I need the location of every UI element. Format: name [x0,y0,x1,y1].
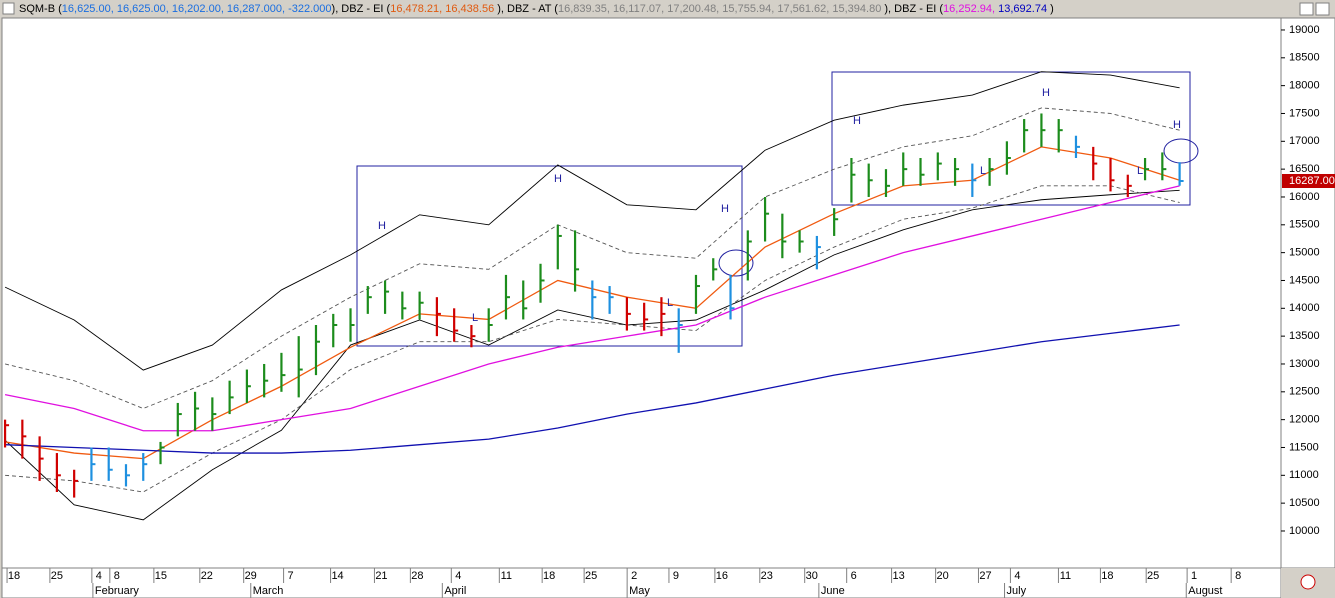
marker-circle [718,249,754,277]
x-tick-label: 4 [96,570,102,582]
title-bar [0,0,1335,18]
x-tick-label: 20 [937,570,949,582]
x-tick-label: 8 [114,570,120,582]
annotation: L [1137,165,1143,177]
y-tick-label: 13500 [1289,330,1320,342]
y-tick-label: 16000 [1289,191,1320,203]
y-tick-label: 14000 [1289,302,1320,314]
annotation: H [853,115,861,127]
indicator-line [4,185,1180,432]
y-tick-label: 18500 [1289,52,1320,64]
title-part: 16,839.35, 16,117.07, 17,200.48, 15,755.… [558,3,884,15]
annotation: L [980,165,986,177]
window-icon [2,2,15,15]
x-tick-label: 13 [892,570,904,582]
y-tick-label: 12500 [1289,386,1320,398]
x-tick-label: 28 [411,570,423,582]
x-tick-label: 1 [1191,570,1197,582]
y-tick-label: 15500 [1289,219,1320,231]
month-label: June [821,585,845,597]
x-tick-label: 21 [375,570,387,582]
x-tick-label: 29 [245,570,257,582]
title-part: 16,478.21, 16,438.56 [390,3,497,15]
range-box [831,71,1191,206]
y-tick-label: 17500 [1289,107,1320,119]
x-tick-label: 16 [716,570,728,582]
annotation: H [1042,87,1050,99]
plot-area [1,17,1282,569]
y-tick-label: 18000 [1289,80,1320,92]
indicator-line [5,185,1180,493]
last-price-box [1282,173,1335,188]
x-tick-label: 7 [288,570,294,582]
annotation: L [667,297,673,309]
x-tick-label: 2 [631,570,637,582]
y-axis [1280,17,1335,569]
y-tick-label: 13000 [1289,358,1320,370]
x-tick-label: 23 [761,570,773,582]
month-label: February [95,585,140,597]
title-part: ), DBZ - AT ( [497,3,558,15]
x-tick-label: 18 [8,570,20,582]
x-tick-label: 18 [543,570,555,582]
x-tick-label: 9 [673,570,679,582]
title-part: ), DBZ - EI ( [332,3,391,15]
y-tick-label: 12000 [1289,414,1320,426]
x-tick-label: 4 [455,570,461,582]
title-part: ), DBZ - EI ( [884,3,943,15]
indicator-line [4,71,1180,371]
title-part: ) [1050,3,1054,15]
y-tick-label: 17000 [1289,135,1320,147]
y-tick-label: 10000 [1289,525,1320,537]
month-label: August [1188,585,1222,597]
y-tick-label: 19000 [1289,24,1320,36]
x-tick-label: 11 [1060,570,1071,582]
x-tick-label: 25 [51,570,63,582]
annotation: L [472,312,478,324]
annotation: H [721,203,729,215]
month-label: April [444,585,466,597]
y-tick-label: 11000 [1289,469,1319,481]
x-tick-label: 8 [1235,570,1241,582]
title-part: 13,692.74 [998,3,1050,15]
month-label: May [629,585,650,597]
title-part: 16,252.94, [943,3,998,15]
month-label: July [1007,585,1027,597]
title: SQM-B (16,625.00, 16,625.00, 16,202.00, … [19,3,1054,15]
indicator-line [4,107,1180,409]
month-label: March [253,585,284,597]
x-tick-label: 27 [979,570,991,582]
scroll-button[interactable] [1299,2,1314,16]
indicator-line [5,324,1180,454]
title-part: 16,625.00, 16,625.00, 16,202.00, 16,287.… [62,3,332,15]
last-price-label: 16287.00 [1289,175,1335,187]
x-tick-label: 6 [851,570,857,582]
range-box [356,165,743,347]
marker-circle [1163,138,1199,164]
y-tick-label: 16500 [1289,163,1320,175]
x-tick-label: 30 [806,570,818,582]
annotation: H [554,173,562,185]
status-icon[interactable] [1300,574,1316,590]
x-tick-label: 15 [155,570,167,582]
annotation: H [378,220,386,232]
y-tick-label: 10500 [1289,497,1320,509]
y-tick-label: 11500 [1289,441,1319,453]
x-tick-label: 22 [201,570,213,582]
close-button[interactable] [1315,2,1330,16]
x-tick-label: 4 [1014,570,1020,582]
title-part: SQM-B ( [19,3,62,15]
x-tick-label: 25 [1147,570,1159,582]
x-tick-label: 14 [331,570,343,582]
x-tick-label: 18 [1101,570,1113,582]
y-tick-label: 14500 [1289,274,1320,286]
x-tick-label: 11 [501,570,512,582]
y-tick-label: 15000 [1289,247,1320,259]
x-tick-label: 25 [585,570,597,582]
annotation: H [1173,119,1181,131]
